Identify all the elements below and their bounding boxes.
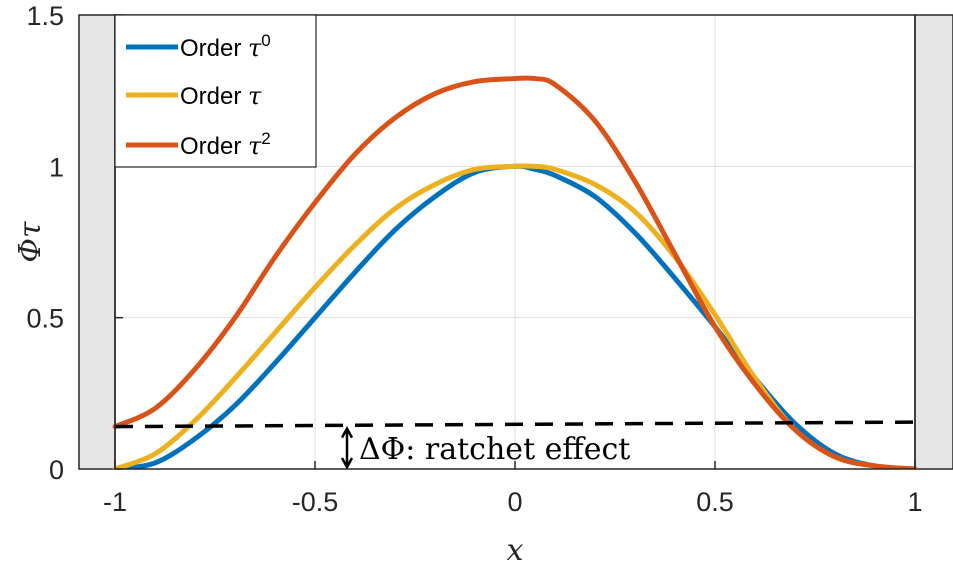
x-tick-label-0: -1 [103,487,127,517]
y-tick-label-2: 1 [49,152,64,182]
tick-labels: -1 -0.5 0 0.5 1 0 0.5 1 1.5 [26,1,922,517]
x-axis-label: x [507,533,524,568]
ratchet-reference-line [114,420,916,429]
y-tick-label-3: 1.5 [26,1,64,31]
x-tick-label-4: 1 [907,487,922,517]
annotation-arrow-head-down [340,457,354,470]
ratchet-annotation: ΔΦ: ratchet effect [340,426,630,470]
legend-label-1: Order τ [180,82,262,110]
x-tick-label-3: 0.5 [696,487,734,517]
y-tick-label-0: 0 [49,455,64,485]
shaded-region-1 [914,14,953,470]
reference-dashed-line [114,420,916,429]
y-axis-label: Φτ [13,221,48,263]
legend: Order τ0 Order τ Order τ2 [114,14,317,168]
x-tick-label-2: 0 [507,487,522,517]
legend-box [114,14,317,168]
series-line-2 [112,75,918,469]
legend-label-0: Order τ0 [180,31,271,62]
x-tick-label-1: -0.5 [292,487,339,517]
annotation-arrow-head-up [340,426,354,439]
legend-label-2: Order τ2 [180,129,271,160]
annotation-text: ΔΦ: ratchet effect [359,432,630,467]
boundary-shaded-regions [78,14,953,470]
data-series [112,75,918,469]
y-tick-label-1: 0.5 [26,304,64,334]
shaded-region-0 [78,14,116,470]
